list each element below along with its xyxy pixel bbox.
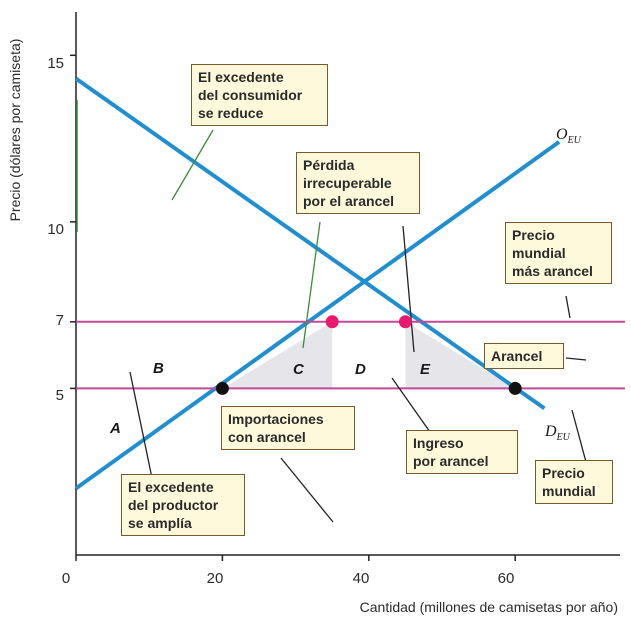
callout-line: se amplía: [128, 515, 192, 531]
y-axis-title: Precio (dólares por camiseta): [7, 39, 23, 222]
consumer-surplus-callout: El excedente del consumidor se reduce: [191, 64, 328, 126]
supply-curve: [74, 140, 561, 490]
world-price-callout: Precio mundial: [535, 460, 613, 504]
leader-line: [571, 409, 587, 463]
y-tick-label: 10: [47, 221, 64, 238]
y-tick-label: 5: [56, 387, 64, 404]
region-label-c: C: [293, 361, 305, 378]
y-tick-label: 15: [47, 55, 64, 72]
data-point: [508, 381, 522, 395]
leader-line: [391, 377, 431, 433]
tariff-callout: Arancel: [484, 343, 564, 369]
leader-line: [129, 371, 153, 479]
x-tick-label: 60: [498, 570, 515, 587]
callout-line: Precio: [542, 465, 585, 481]
callout-line: irrecuperable: [303, 175, 392, 191]
supply-curve-label: OEU: [556, 126, 582, 146]
demand-curve: [74, 76, 546, 411]
leader-line: [171, 129, 214, 201]
x-tick-label: 20: [207, 570, 224, 587]
callout-line: del consumidor: [198, 87, 303, 103]
world-price-plus-tariff-callout: Precio mundial más arancel: [505, 222, 612, 284]
producer-surplus-callout: El excedente del productor se amplía: [121, 474, 245, 536]
leader-line: [565, 295, 571, 319]
data-point: [215, 381, 229, 395]
region-label-a: A: [109, 420, 121, 437]
callout-line: mundial: [512, 245, 566, 261]
callout-line: por el arancel: [303, 193, 395, 209]
region-label-b: B: [153, 360, 164, 377]
x-axis-title: Cantidad (millones de camisetas por año): [360, 599, 618, 615]
callout-line: Pérdida: [303, 157, 355, 173]
callout-line: Ingreso: [413, 435, 464, 451]
callout-line: El excedente: [128, 479, 214, 495]
data-point: [325, 315, 339, 329]
y-tick-label: 7: [56, 312, 64, 329]
deadweight-loss-callout: Pérdida irrecuperable por el arancel: [296, 152, 420, 214]
region-label-e: E: [420, 361, 431, 378]
demand-curve-label: DEU: [544, 423, 571, 443]
callout-line: con arancel: [228, 429, 306, 445]
callout-line: se reduce: [198, 105, 264, 121]
callout-line: Precio: [512, 227, 555, 243]
callout-line: más arancel: [512, 263, 593, 279]
leader-line: [280, 457, 334, 523]
deadweight-region-e: [405, 321, 516, 389]
data-point: [398, 315, 412, 329]
callout-line: Arancel: [491, 348, 543, 364]
callout-line: Importaciones: [228, 411, 324, 427]
leader-line: [565, 357, 587, 361]
region-label-d: D: [355, 361, 366, 378]
callout-line: por arancel: [413, 453, 489, 469]
imports-with-tariff-callout: Importaciones con arancel: [221, 406, 355, 450]
deadweight-region-c: [222, 321, 333, 389]
callout-line: del productor: [128, 497, 219, 513]
leader-line: [402, 225, 415, 353]
callout-line: mundial: [542, 483, 596, 499]
x-tick-label: 40: [353, 570, 370, 587]
x-tick-label: 0: [62, 570, 70, 587]
callout-line: El excedente: [198, 69, 284, 85]
tariff-revenue-callout: Ingreso por arancel: [406, 430, 518, 474]
leader-line: [302, 221, 321, 349]
